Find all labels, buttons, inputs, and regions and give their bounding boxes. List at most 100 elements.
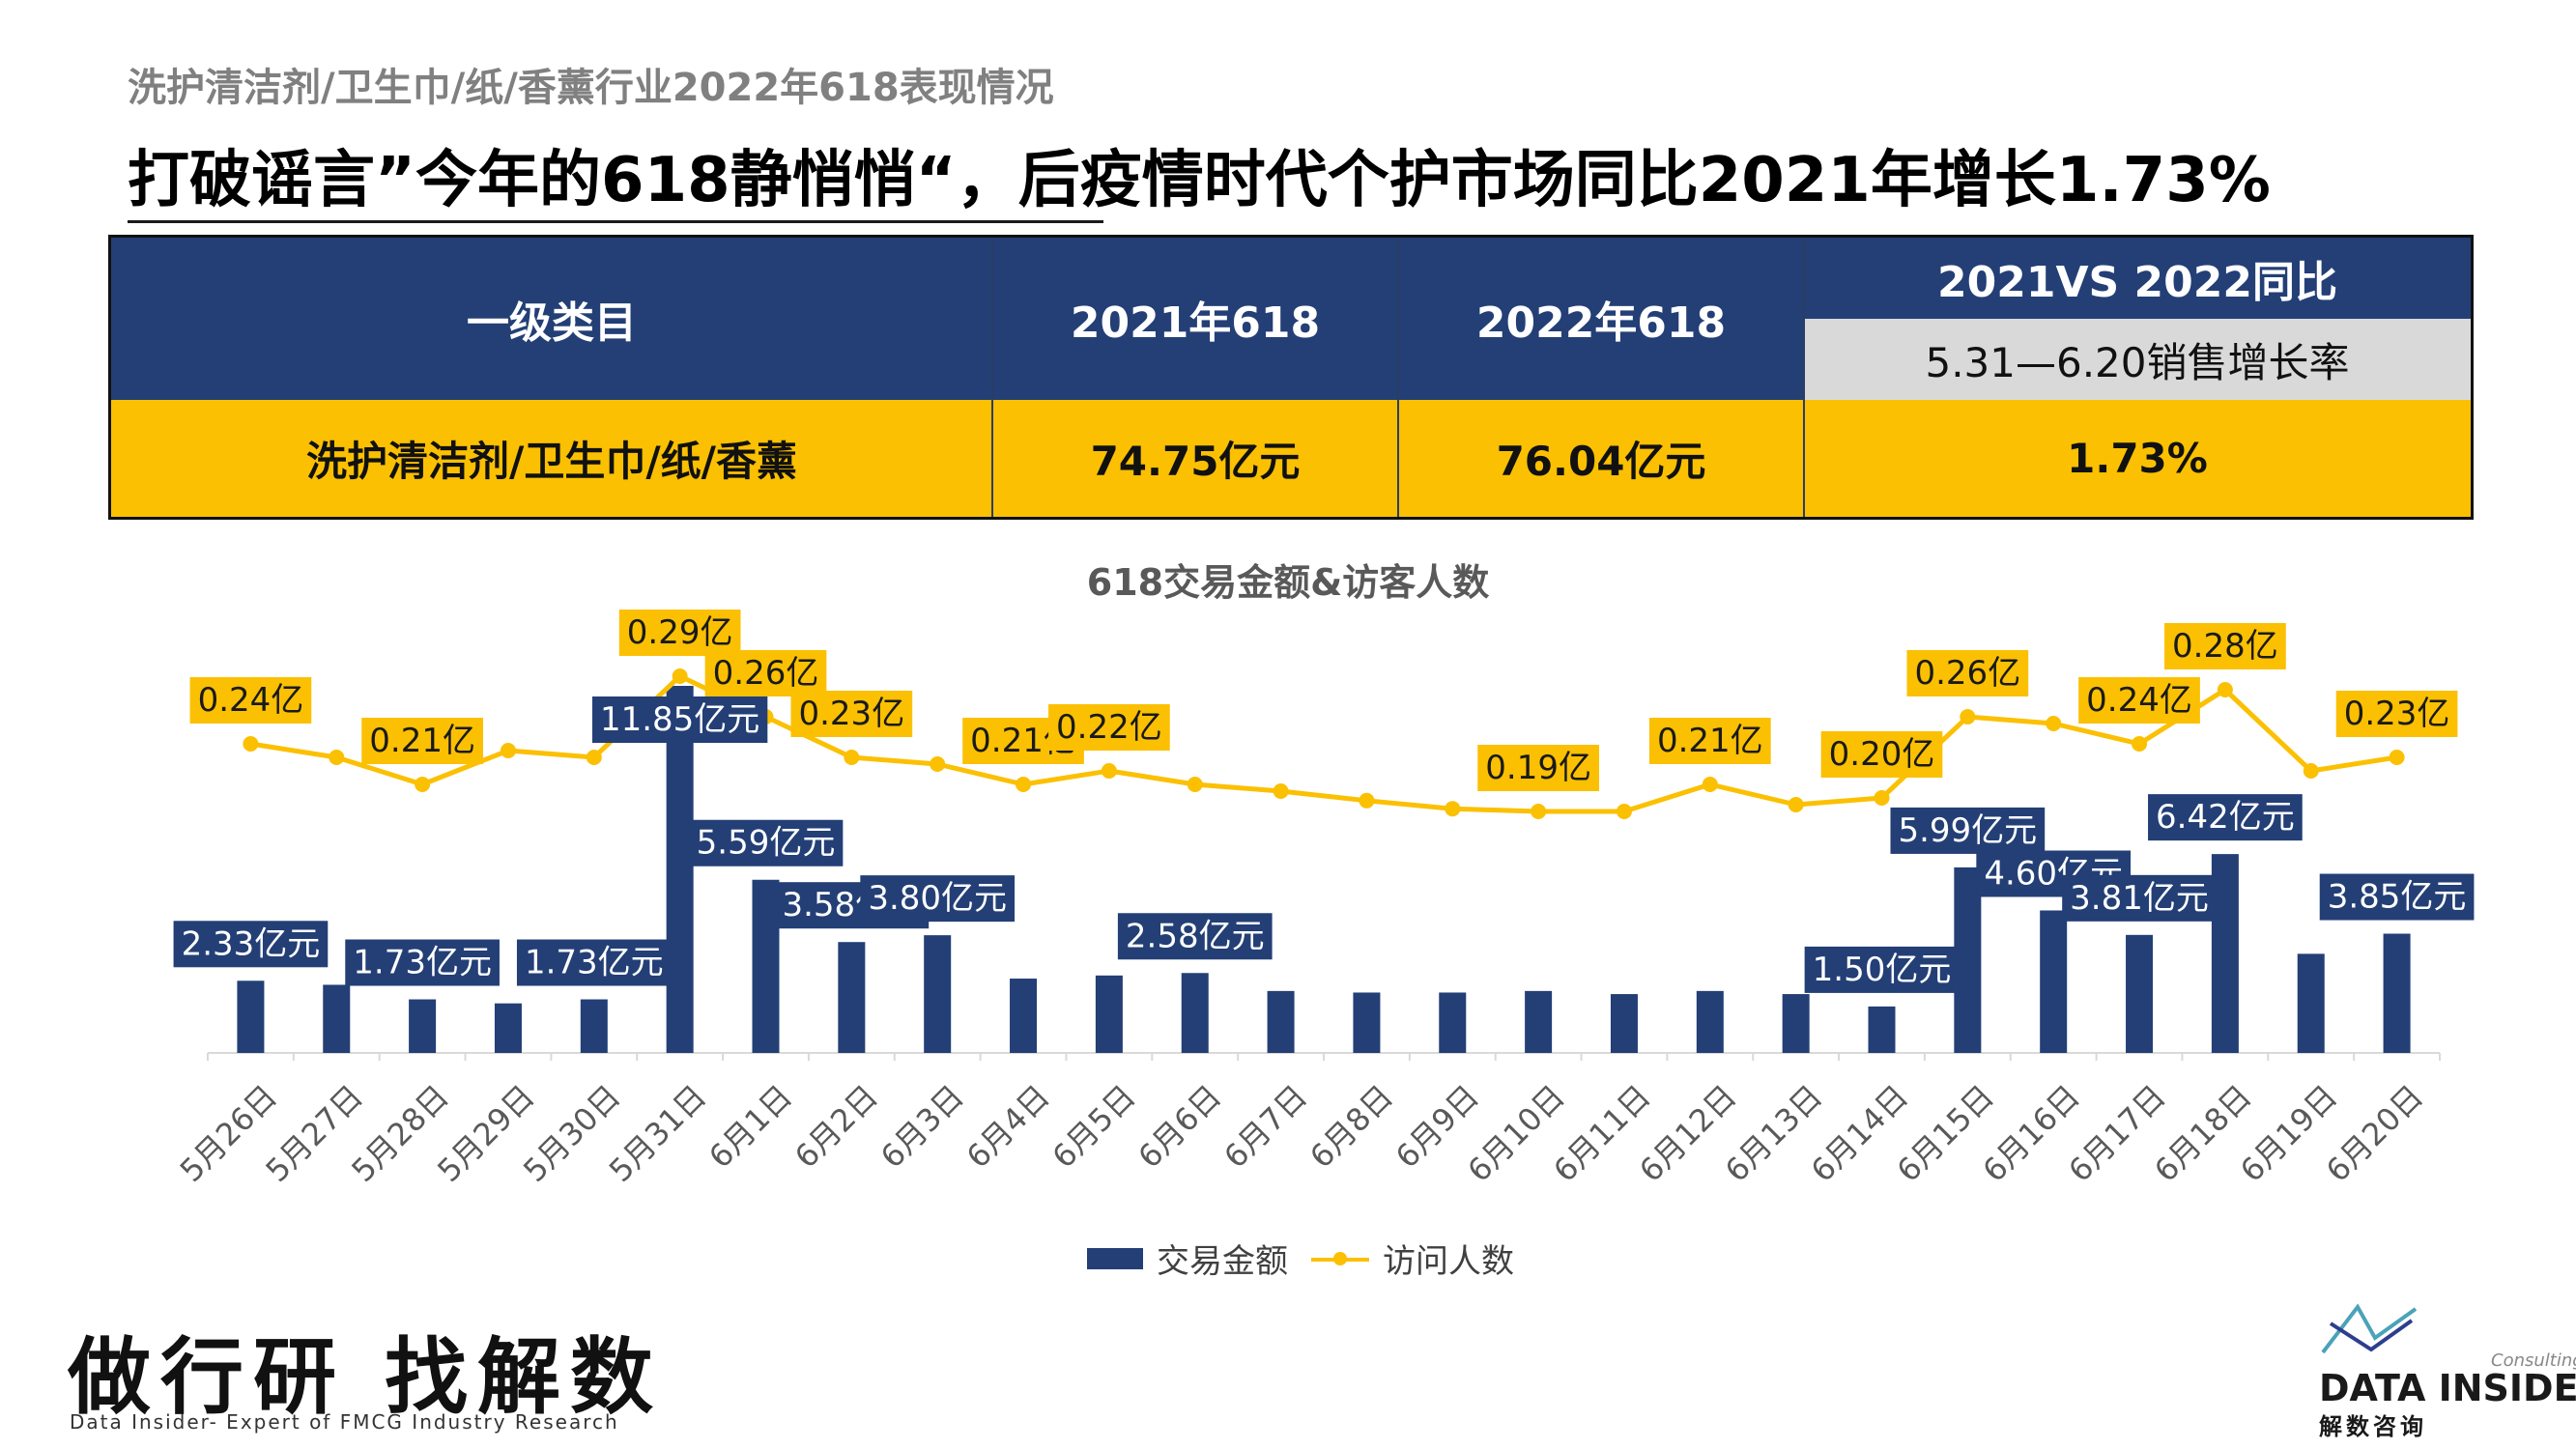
x-tick-label: 6月6日	[1131, 1078, 1228, 1176]
visitor-point	[329, 750, 345, 765]
bar-data-label: 5.59亿元	[688, 819, 844, 867]
visitor-point	[2132, 736, 2148, 752]
svg-text:0.21亿: 0.21亿	[369, 722, 475, 760]
svg-text:2.33亿元: 2.33亿元	[182, 924, 321, 963]
bar	[2297, 953, 2325, 1053]
svg-text:0.21亿: 0.21亿	[1657, 722, 1763, 760]
header-yoy-sub-label: 5.31—6.20销售增长率	[1925, 338, 2350, 386]
visitor-point	[2046, 716, 2062, 731]
bar	[2040, 910, 2068, 1053]
table-header-2022: 2022年618	[1398, 238, 1804, 400]
logo-mark-icon	[2321, 1303, 2418, 1354]
visitor-point	[844, 750, 860, 765]
bar-data-label: 6.42亿元	[2148, 794, 2303, 841]
line-data-label: 0.28亿	[2164, 623, 2286, 669]
table-header-2021: 2021年618	[992, 238, 1398, 400]
line-data-label: 0.21亿	[361, 718, 483, 764]
bar	[924, 935, 952, 1053]
legend-bar-swatch	[1087, 1247, 1143, 1269]
visitor-point	[2389, 750, 2405, 765]
x-tick-label: 6月4日	[959, 1078, 1057, 1176]
svg-text:0.24亿: 0.24亿	[198, 681, 304, 720]
visitor-point	[1187, 777, 1203, 792]
line-data-label: 0.24亿	[2078, 677, 2200, 724]
line-data-label: 0.24亿	[189, 677, 312, 724]
row-2022-value: 76.04亿元	[1496, 438, 1706, 485]
line-data-label: 0.23亿	[790, 691, 913, 737]
header-2021-label: 2021年618	[1070, 298, 1321, 348]
svg-text:3.80亿元: 3.80亿元	[868, 879, 1007, 918]
visitor-point	[1016, 777, 1032, 792]
bar	[838, 942, 866, 1053]
bar	[1353, 992, 1381, 1053]
bar	[1267, 990, 1295, 1053]
line-data-label: 0.21亿	[1648, 718, 1771, 764]
svg-text:11.85亿元: 11.85亿元	[600, 700, 759, 739]
svg-text:3.85亿元: 3.85亿元	[2328, 878, 2467, 917]
visitor-line	[250, 673, 2397, 814]
visitor-point	[1273, 783, 1289, 799]
svg-text:0.26亿: 0.26亿	[1914, 654, 2020, 693]
footer-slogan: 做行研 找解数	[68, 1328, 663, 1426]
visitor-point	[586, 750, 602, 765]
line-data-label: 0.26亿	[704, 650, 827, 696]
visitor-point	[2217, 682, 2233, 697]
bar-data-label: 2.33亿元	[173, 921, 329, 968]
visitor-point	[2303, 763, 2319, 779]
svg-text:0.29亿: 0.29亿	[627, 613, 733, 652]
title-underline	[128, 220, 1103, 223]
bar-data-label: 3.81亿元	[2062, 874, 2217, 922]
bar-data-label: 5.99亿元	[1890, 807, 2046, 854]
table-divider	[991, 238, 993, 517]
visitor-point	[1445, 801, 1461, 817]
header-2022-label: 2022年618	[1475, 298, 1727, 348]
bar	[1868, 1006, 1896, 1053]
svg-text:0.26亿: 0.26亿	[713, 654, 819, 693]
svg-text:0.24亿: 0.24亿	[2086, 681, 2192, 720]
bar-data-label: 1.50亿元	[1804, 946, 1960, 993]
logo-consulting-text: Consulting	[2491, 1350, 2576, 1371]
bar-data-label: 3.80亿元	[860, 875, 1016, 923]
svg-text:0.28亿: 0.28亿	[2172, 627, 2278, 666]
visitor-point	[1874, 790, 1890, 806]
bar	[2126, 934, 2154, 1053]
visitor-point	[1616, 804, 1632, 819]
legend-line-swatch	[1311, 1248, 1369, 1269]
row-2021-value: 74.75亿元	[1090, 438, 1301, 485]
x-tick-label: 6月5日	[1045, 1078, 1143, 1176]
x-tick-label: 6月20日	[2319, 1078, 2430, 1189]
bar	[323, 984, 351, 1053]
chart-legend: 交易金额 访问人数	[1087, 1235, 1514, 1282]
svg-text:5.59亿元: 5.59亿元	[697, 824, 836, 863]
visitor-point	[1788, 797, 1804, 812]
bar	[1696, 990, 1724, 1053]
svg-text:1.73亿元: 1.73亿元	[353, 944, 492, 982]
bar-data-label: 11.85亿元	[591, 696, 768, 743]
footer-slogan-subtitle: Data Insider- Expert of FMCG Industry Re…	[70, 1410, 619, 1434]
bar	[1525, 990, 1553, 1053]
table-header-yoy-sub: 5.31—6.20销售增长率	[1804, 319, 2471, 400]
visitor-point	[1359, 792, 1375, 809]
row-yoy-value: 1.73%	[2067, 435, 2208, 482]
visitor-point	[672, 668, 688, 684]
x-tick-label: 5月31日	[602, 1078, 713, 1189]
row-category-value: 洗护清洁剂/卫生巾/纸/香薰	[305, 438, 798, 485]
table-cell-2021: 74.75亿元	[992, 400, 1398, 517]
table-header-category: 一级类目	[111, 238, 992, 400]
table-header-yoy: 2021VS 2022同比	[1804, 238, 2471, 319]
table-divider	[1803, 238, 1805, 517]
x-tick-label: 6月7日	[1216, 1078, 1314, 1176]
x-tick-label: 6月3日	[873, 1078, 971, 1176]
header-yoy-label: 2021VS 2022同比	[1937, 258, 2337, 307]
bar	[494, 1003, 522, 1053]
svg-text:0.20亿: 0.20亿	[1829, 735, 1935, 774]
bar	[1095, 975, 1123, 1053]
line-data-label: 0.23亿	[2335, 691, 2458, 737]
bar-data-label: 1.73亿元	[345, 939, 500, 986]
data-insider-logo: Consulting DATA INSIDER 解数咨询	[2319, 1299, 2576, 1440]
bar	[237, 980, 265, 1053]
legend-bar-label: 交易金额	[1157, 1242, 1288, 1281]
page-title: 打破谣言”今年的618静悄悄“，后疫情时代个护市场同比2021年增长1.73%	[128, 145, 2271, 216]
svg-text:6.42亿元: 6.42亿元	[2156, 798, 2295, 837]
